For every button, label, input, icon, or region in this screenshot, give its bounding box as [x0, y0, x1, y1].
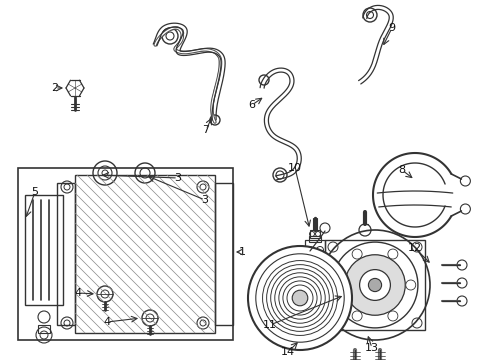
Text: 11: 11 — [263, 320, 276, 330]
Circle shape — [387, 249, 397, 259]
Circle shape — [351, 311, 362, 321]
Circle shape — [405, 280, 415, 290]
Circle shape — [334, 280, 344, 290]
Circle shape — [292, 290, 307, 306]
Text: 13: 13 — [364, 343, 378, 353]
Text: 10: 10 — [287, 163, 302, 173]
Text: 4: 4 — [74, 288, 81, 298]
Text: 8: 8 — [398, 165, 405, 175]
Bar — [38, 325, 50, 333]
Text: 5: 5 — [31, 187, 39, 197]
Bar — [305, 240, 325, 256]
Text: 14: 14 — [281, 347, 294, 357]
Circle shape — [97, 286, 113, 302]
Bar — [18, 168, 232, 340]
Circle shape — [367, 278, 381, 292]
Circle shape — [387, 311, 397, 321]
Circle shape — [351, 249, 362, 259]
Bar — [215, 183, 232, 325]
Bar — [25, 195, 63, 305]
Bar — [325, 240, 424, 330]
Text: 2: 2 — [51, 83, 59, 93]
Bar — [57, 183, 75, 325]
Text: 9: 9 — [387, 23, 395, 33]
Text: 6: 6 — [248, 100, 255, 110]
Circle shape — [359, 270, 389, 300]
Circle shape — [247, 246, 351, 350]
Circle shape — [344, 255, 405, 315]
Text: 12: 12 — [407, 243, 421, 253]
Text: 7: 7 — [202, 125, 209, 135]
Circle shape — [319, 230, 429, 340]
Text: 1: 1 — [238, 247, 245, 257]
Circle shape — [142, 310, 158, 326]
Text: 3: 3 — [201, 195, 208, 205]
Text: 4: 4 — [103, 317, 110, 327]
Bar — [75, 175, 215, 333]
Bar — [308, 236, 320, 242]
Bar — [309, 230, 319, 238]
Text: 3: 3 — [174, 173, 181, 183]
